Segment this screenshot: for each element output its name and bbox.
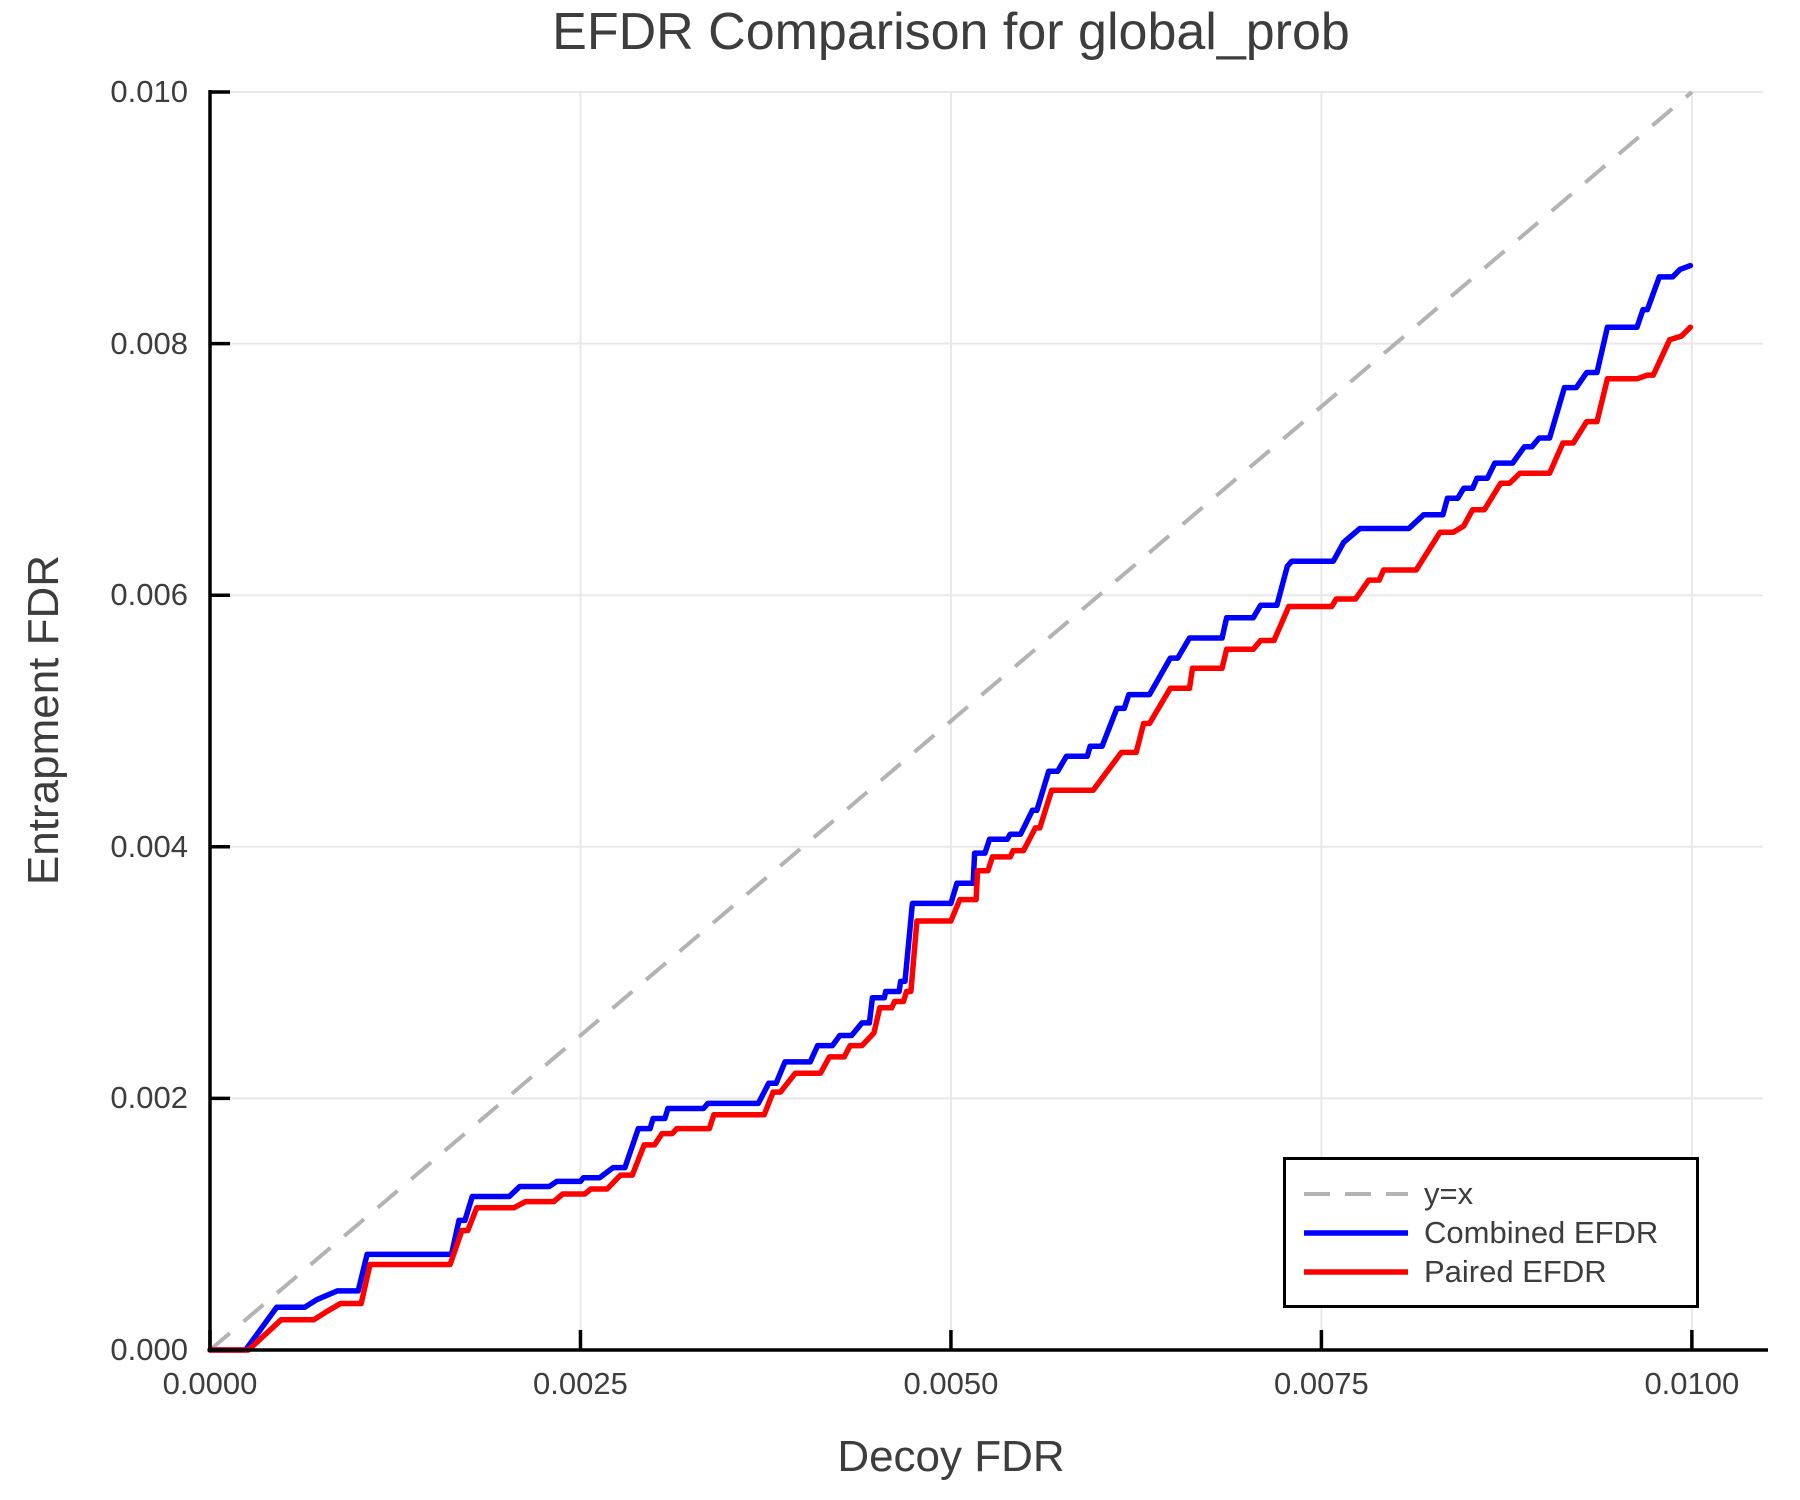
legend-entry: Paired EFDR bbox=[1302, 1253, 1696, 1290]
y-tick-label: 0.000 bbox=[110, 1332, 188, 1367]
legend-entry: Combined EFDR bbox=[1302, 1214, 1696, 1251]
legend-dashed-line-swatch bbox=[1304, 1191, 1408, 1196]
legend: y=x Combined EFDR Paired EFDR bbox=[1283, 1157, 1699, 1308]
y-tick-label: 0.010 bbox=[110, 74, 188, 109]
x-axis-label: Decoy FDR bbox=[837, 1432, 1065, 1481]
x-tick-label: 0.0075 bbox=[1273, 1366, 1369, 1401]
x-tick-label: 0.0000 bbox=[162, 1366, 258, 1401]
legend-line-swatch bbox=[1304, 1268, 1408, 1275]
chart-title: EFDR Comparison for global_prob bbox=[552, 3, 1350, 61]
x-tick-label: 0.0050 bbox=[903, 1366, 999, 1401]
combined-efdr-line bbox=[207, 262, 1694, 1353]
y-axis-label: Entrapment FDR bbox=[19, 554, 68, 886]
legend-entry-label: Combined EFDR bbox=[1424, 1214, 1659, 1250]
legend-entry-label: Paired EFDR bbox=[1424, 1253, 1607, 1289]
paired-efdr-line bbox=[207, 324, 1694, 1353]
legend-entry-label: y=x bbox=[1424, 1175, 1474, 1211]
legend-line-swatch bbox=[1304, 1229, 1408, 1236]
y-tick-label: 0.002 bbox=[110, 1080, 188, 1116]
y-tick-label: 0.008 bbox=[110, 325, 188, 361]
y-tick-label: 0.006 bbox=[110, 577, 188, 613]
identity-line bbox=[208, 90, 1694, 1352]
x-tick-label: 0.0025 bbox=[533, 1366, 628, 1401]
legend-entry: y=x bbox=[1302, 1175, 1696, 1212]
y-tick-label: 0.004 bbox=[110, 828, 188, 864]
x-tick-label: 0.0100 bbox=[1644, 1366, 1740, 1401]
